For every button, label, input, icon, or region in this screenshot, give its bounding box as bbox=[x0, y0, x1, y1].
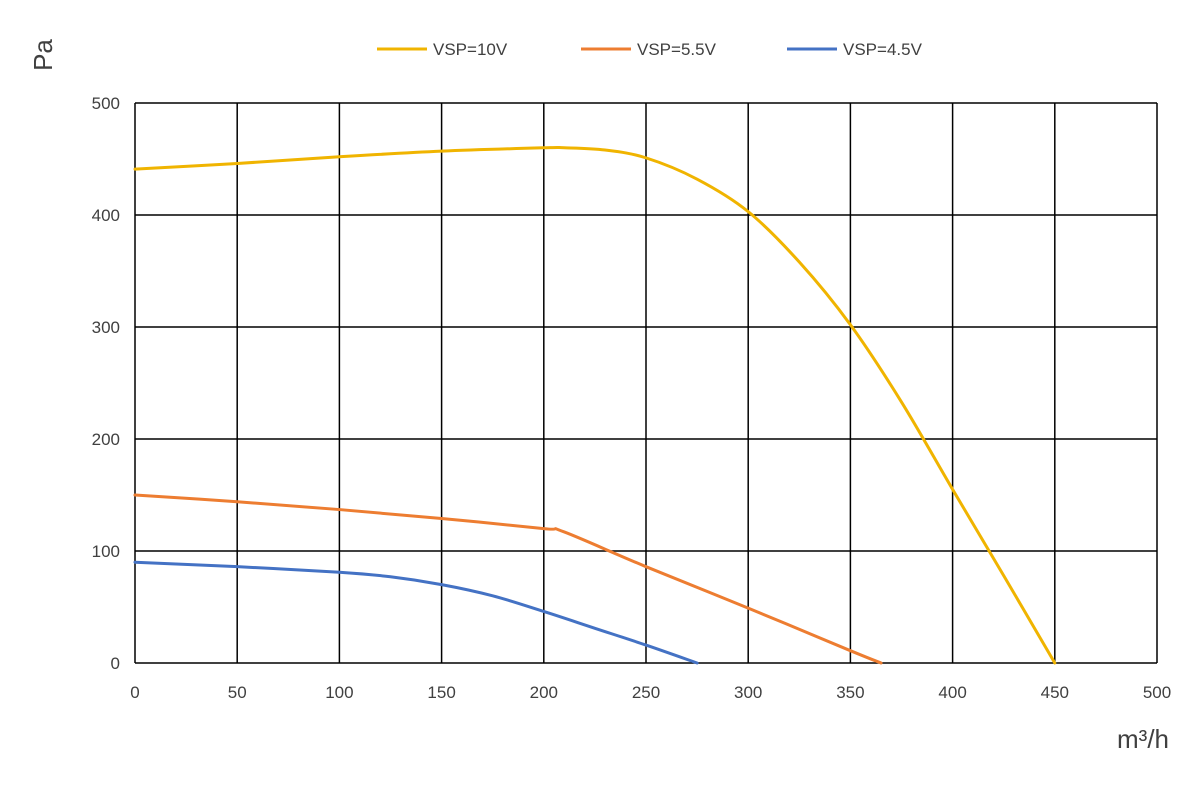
y-axis-title: Pa bbox=[28, 39, 58, 71]
x-tick-label: 400 bbox=[938, 683, 966, 702]
x-tick-label: 100 bbox=[325, 683, 353, 702]
legend-label: VSP=10V bbox=[433, 40, 508, 59]
y-tick-label: 500 bbox=[92, 94, 120, 113]
chart-grid bbox=[134, 102, 1158, 664]
x-tick-label: 150 bbox=[427, 683, 455, 702]
x-tick-label: 450 bbox=[1041, 683, 1069, 702]
legend-label: VSP=4.5V bbox=[843, 40, 923, 59]
series-line-3 bbox=[133, 560, 699, 665]
x-axis-title: m³/h bbox=[1117, 724, 1169, 754]
y-tick-label: 100 bbox=[92, 542, 120, 561]
y-tick-label: 300 bbox=[92, 318, 120, 337]
legend-label: VSP=5.5V bbox=[637, 40, 717, 59]
series-line-2 bbox=[133, 493, 883, 665]
chart-legend: VSP=10V VSP=5.5V VSP=4.5V bbox=[377, 40, 923, 59]
x-tick-label: 0 bbox=[130, 683, 139, 702]
chart-series bbox=[133, 145, 1057, 665]
x-tick-label: 50 bbox=[228, 683, 247, 702]
x-tick-label: 500 bbox=[1143, 683, 1171, 702]
x-tick-label: 200 bbox=[530, 683, 558, 702]
y-tick-label: 0 bbox=[111, 654, 120, 673]
y-tick-label: 200 bbox=[92, 430, 120, 449]
series-line-1 bbox=[133, 145, 1057, 665]
x-tick-label: 350 bbox=[836, 683, 864, 702]
axis-ticks: 0 50 100 150 200 250 300 350 400 450 500 0 100 200 300… bbox=[92, 94, 1172, 702]
x-tick-label: 250 bbox=[632, 683, 660, 702]
x-tick-label: 300 bbox=[734, 683, 762, 702]
y-tick-label: 400 bbox=[92, 206, 120, 225]
